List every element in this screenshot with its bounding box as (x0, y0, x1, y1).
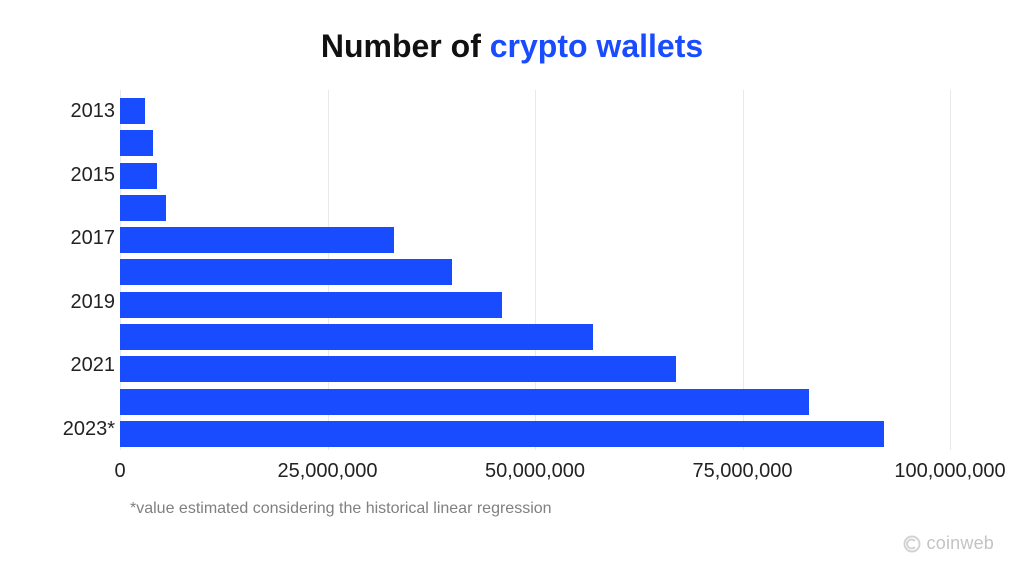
bar (120, 421, 884, 447)
x-label: 100,000,000 (894, 460, 1005, 483)
y-axis-labels: 2013 2015 2017 2019 2021 2023* (50, 95, 115, 445)
y-label: 2019 (50, 289, 115, 315)
logo-text: coinweb (927, 533, 994, 554)
chart-title: Number of crypto wallets (0, 0, 1024, 65)
y-label (50, 384, 115, 410)
footnote: *value estimated considering the histori… (130, 500, 552, 518)
y-label (50, 130, 115, 156)
y-label (50, 321, 115, 347)
gridline (950, 90, 951, 450)
coinweb-icon (903, 535, 921, 553)
x-label: 0 (114, 460, 125, 483)
bar-row (120, 421, 950, 447)
bar-row (120, 163, 950, 189)
bar (120, 324, 593, 350)
bar (120, 259, 452, 285)
bar-row (120, 389, 950, 415)
bar-row (120, 292, 950, 318)
bar-row (120, 259, 950, 285)
bar-row (120, 130, 950, 156)
bar (120, 98, 145, 124)
bar (120, 356, 676, 382)
bar-row (120, 227, 950, 253)
chart-plot-area (120, 90, 950, 450)
bar (120, 292, 502, 318)
y-label (50, 257, 115, 283)
x-label: 75,000,000 (692, 460, 792, 483)
bar (120, 130, 153, 156)
x-axis-labels: 0 25,000,000 50,000,000 75,000,000 100,0… (120, 460, 950, 490)
y-label: 2017 (50, 225, 115, 251)
bars-group (120, 95, 950, 450)
title-highlight: crypto wallets (490, 28, 703, 64)
y-label: 2013 (50, 98, 115, 124)
y-label: 2015 (50, 162, 115, 188)
x-label: 50,000,000 (485, 460, 585, 483)
x-label: 25,000,000 (277, 460, 377, 483)
y-label: 2021 (50, 352, 115, 378)
bar-row (120, 98, 950, 124)
chart-container: Number of crypto wallets 2013 2015 2017 … (0, 0, 1024, 576)
title-prefix: Number of (321, 28, 490, 64)
bar (120, 389, 809, 415)
y-label (50, 193, 115, 219)
brand-logo: coinweb (903, 533, 994, 554)
bar-row (120, 195, 950, 221)
bar-row (120, 324, 950, 350)
bar-row (120, 356, 950, 382)
bar (120, 163, 157, 189)
bar (120, 195, 166, 221)
bar (120, 227, 394, 253)
y-label: 2023* (50, 416, 115, 442)
